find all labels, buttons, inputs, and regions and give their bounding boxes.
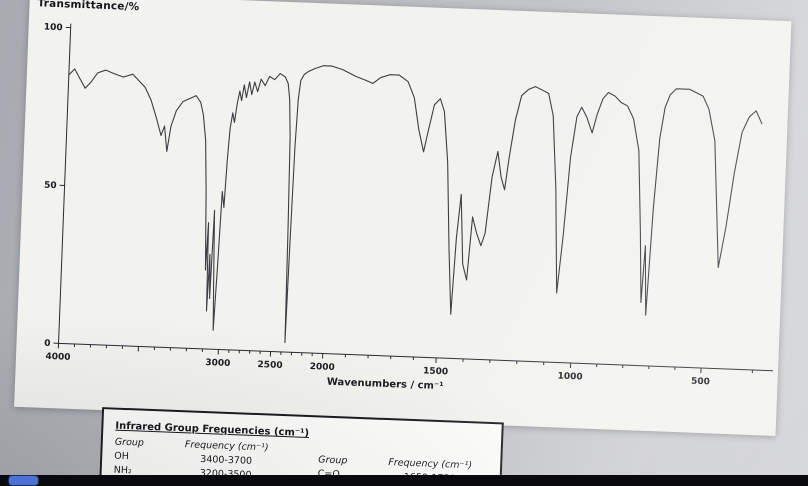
y-tick-label: 50 <box>44 181 57 191</box>
screen-content: Transmittance/% 100 50 0 4000 3000 2500 2000 15… <box>10 0 793 486</box>
x-axis <box>58 342 774 372</box>
x-tick-label: 2000 <box>309 362 334 373</box>
x-tick-label: 3000 <box>205 358 230 369</box>
taskbar-app-icon[interactable] <box>9 476 38 485</box>
spectrum-panel: Transmittance/% 100 50 0 4000 3000 2500 2000 15… <box>14 0 792 436</box>
y-tick-label: 0 <box>44 339 51 349</box>
x-tick-label: 1500 <box>423 366 448 377</box>
y-axis-title: Transmittance/% <box>37 0 140 14</box>
table-title: Infrared Group Frequencies (cm⁻¹) <box>115 420 310 440</box>
y-axis <box>58 23 72 344</box>
x-tick-label: 1000 <box>557 372 582 383</box>
spectrum-curve <box>68 65 763 344</box>
x-tick-label: 2500 <box>257 360 282 371</box>
x-axis-title: Wavenumbers / cm⁻¹ <box>327 377 444 392</box>
x-tick-label: 4000 <box>45 352 70 363</box>
taskbar <box>0 475 808 486</box>
y-tick-label: 100 <box>44 23 63 34</box>
x-tick-label: 500 <box>691 377 710 388</box>
